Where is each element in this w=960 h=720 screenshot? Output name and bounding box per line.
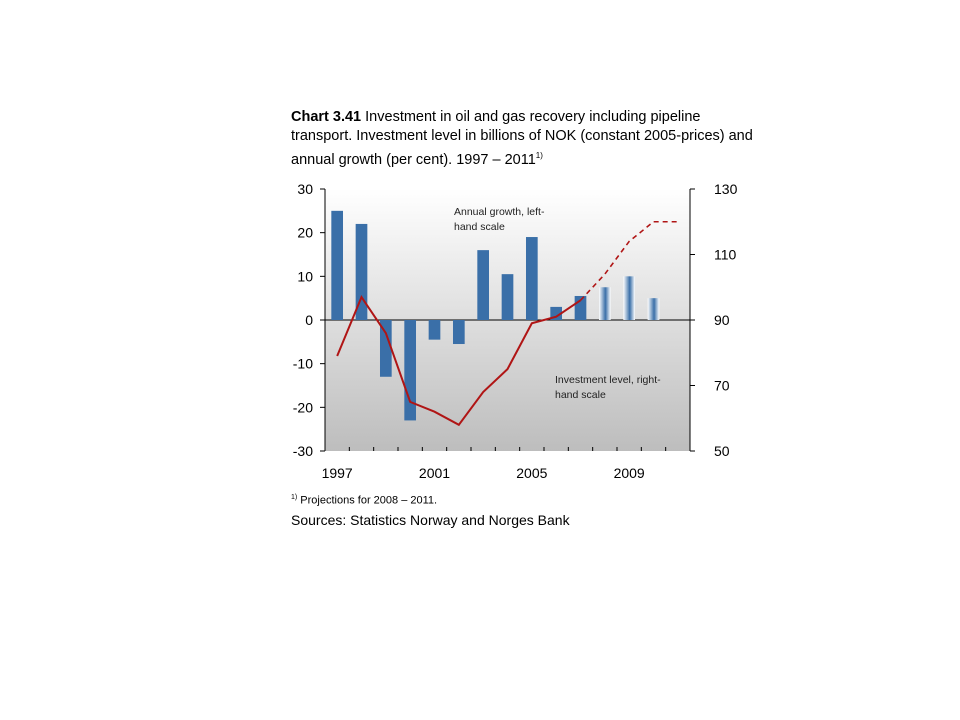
- x-tick-label: 1997: [322, 465, 353, 481]
- right-axis-ticks: 130 110 90 70 50: [690, 181, 738, 459]
- right-tick-label: 130: [714, 181, 738, 197]
- bar-1998: [355, 223, 368, 320]
- investment-level-line: [336, 294, 582, 427]
- right-tick-label: 110: [714, 247, 737, 263]
- annotation-level-line1: Investment level, right-: [555, 374, 661, 386]
- left-axis-ticks: 30 20 10 0 -10 -20 -30: [293, 181, 325, 459]
- annotation-level-line2: hand scale: [555, 389, 606, 401]
- x-tick-label: 2009: [614, 465, 645, 481]
- x-tick-label: 2005: [516, 465, 547, 481]
- bar-2000: [404, 320, 417, 421]
- x-axis-ticks: 1997 2001 2005 2009: [322, 447, 691, 481]
- sources: Sources: Statistics Norway and Norges Ba…: [291, 512, 570, 528]
- left-tick-label: -10: [293, 356, 313, 372]
- chart-title-text: Investment in oil and gas recovery inclu…: [291, 109, 753, 168]
- chart-title: Chart 3.41 Investment in oil and gas rec…: [291, 108, 761, 170]
- investment-level-projection-line: [579, 220, 678, 301]
- footnote: 1) Projections for 2008 – 2011.: [291, 494, 437, 507]
- footnote-text: Projections for 2008 – 2011.: [300, 494, 438, 507]
- bar-1997: [331, 210, 344, 320]
- x-tick-label: 2001: [419, 465, 450, 481]
- left-tick-label: 0: [305, 312, 313, 328]
- bar-2009: [623, 276, 636, 320]
- left-tick-label: 10: [297, 268, 313, 284]
- chart-number: Chart 3.41: [291, 109, 362, 125]
- bar-2004: [501, 274, 514, 320]
- footnote-marker: 1): [291, 494, 298, 501]
- right-tick-label: 70: [714, 378, 730, 394]
- left-tick-label: 20: [297, 225, 313, 241]
- left-tick-label: -20: [293, 399, 313, 415]
- left-tick-label: -30: [293, 443, 313, 459]
- annotation-growth-line2: hand scale: [454, 221, 505, 233]
- right-tick-label: 50: [714, 443, 730, 459]
- bar-2006: [550, 306, 563, 320]
- bar-2002: [452, 320, 465, 345]
- bar-2001: [428, 320, 441, 340]
- bar-2005: [525, 237, 538, 320]
- bar-2010: [647, 298, 660, 320]
- right-tick-label: 90: [714, 312, 730, 328]
- bar-1999: [379, 320, 392, 377]
- bar-2003: [477, 250, 490, 320]
- bar-2007: [574, 295, 587, 320]
- bar-series: [331, 210, 660, 421]
- line-series: [336, 220, 678, 427]
- title-footnote-marker: 1): [535, 151, 543, 160]
- bar-2008: [598, 287, 611, 320]
- left-tick-label: 30: [297, 181, 313, 197]
- annotation-growth-line1: Annual growth, left-: [454, 206, 545, 218]
